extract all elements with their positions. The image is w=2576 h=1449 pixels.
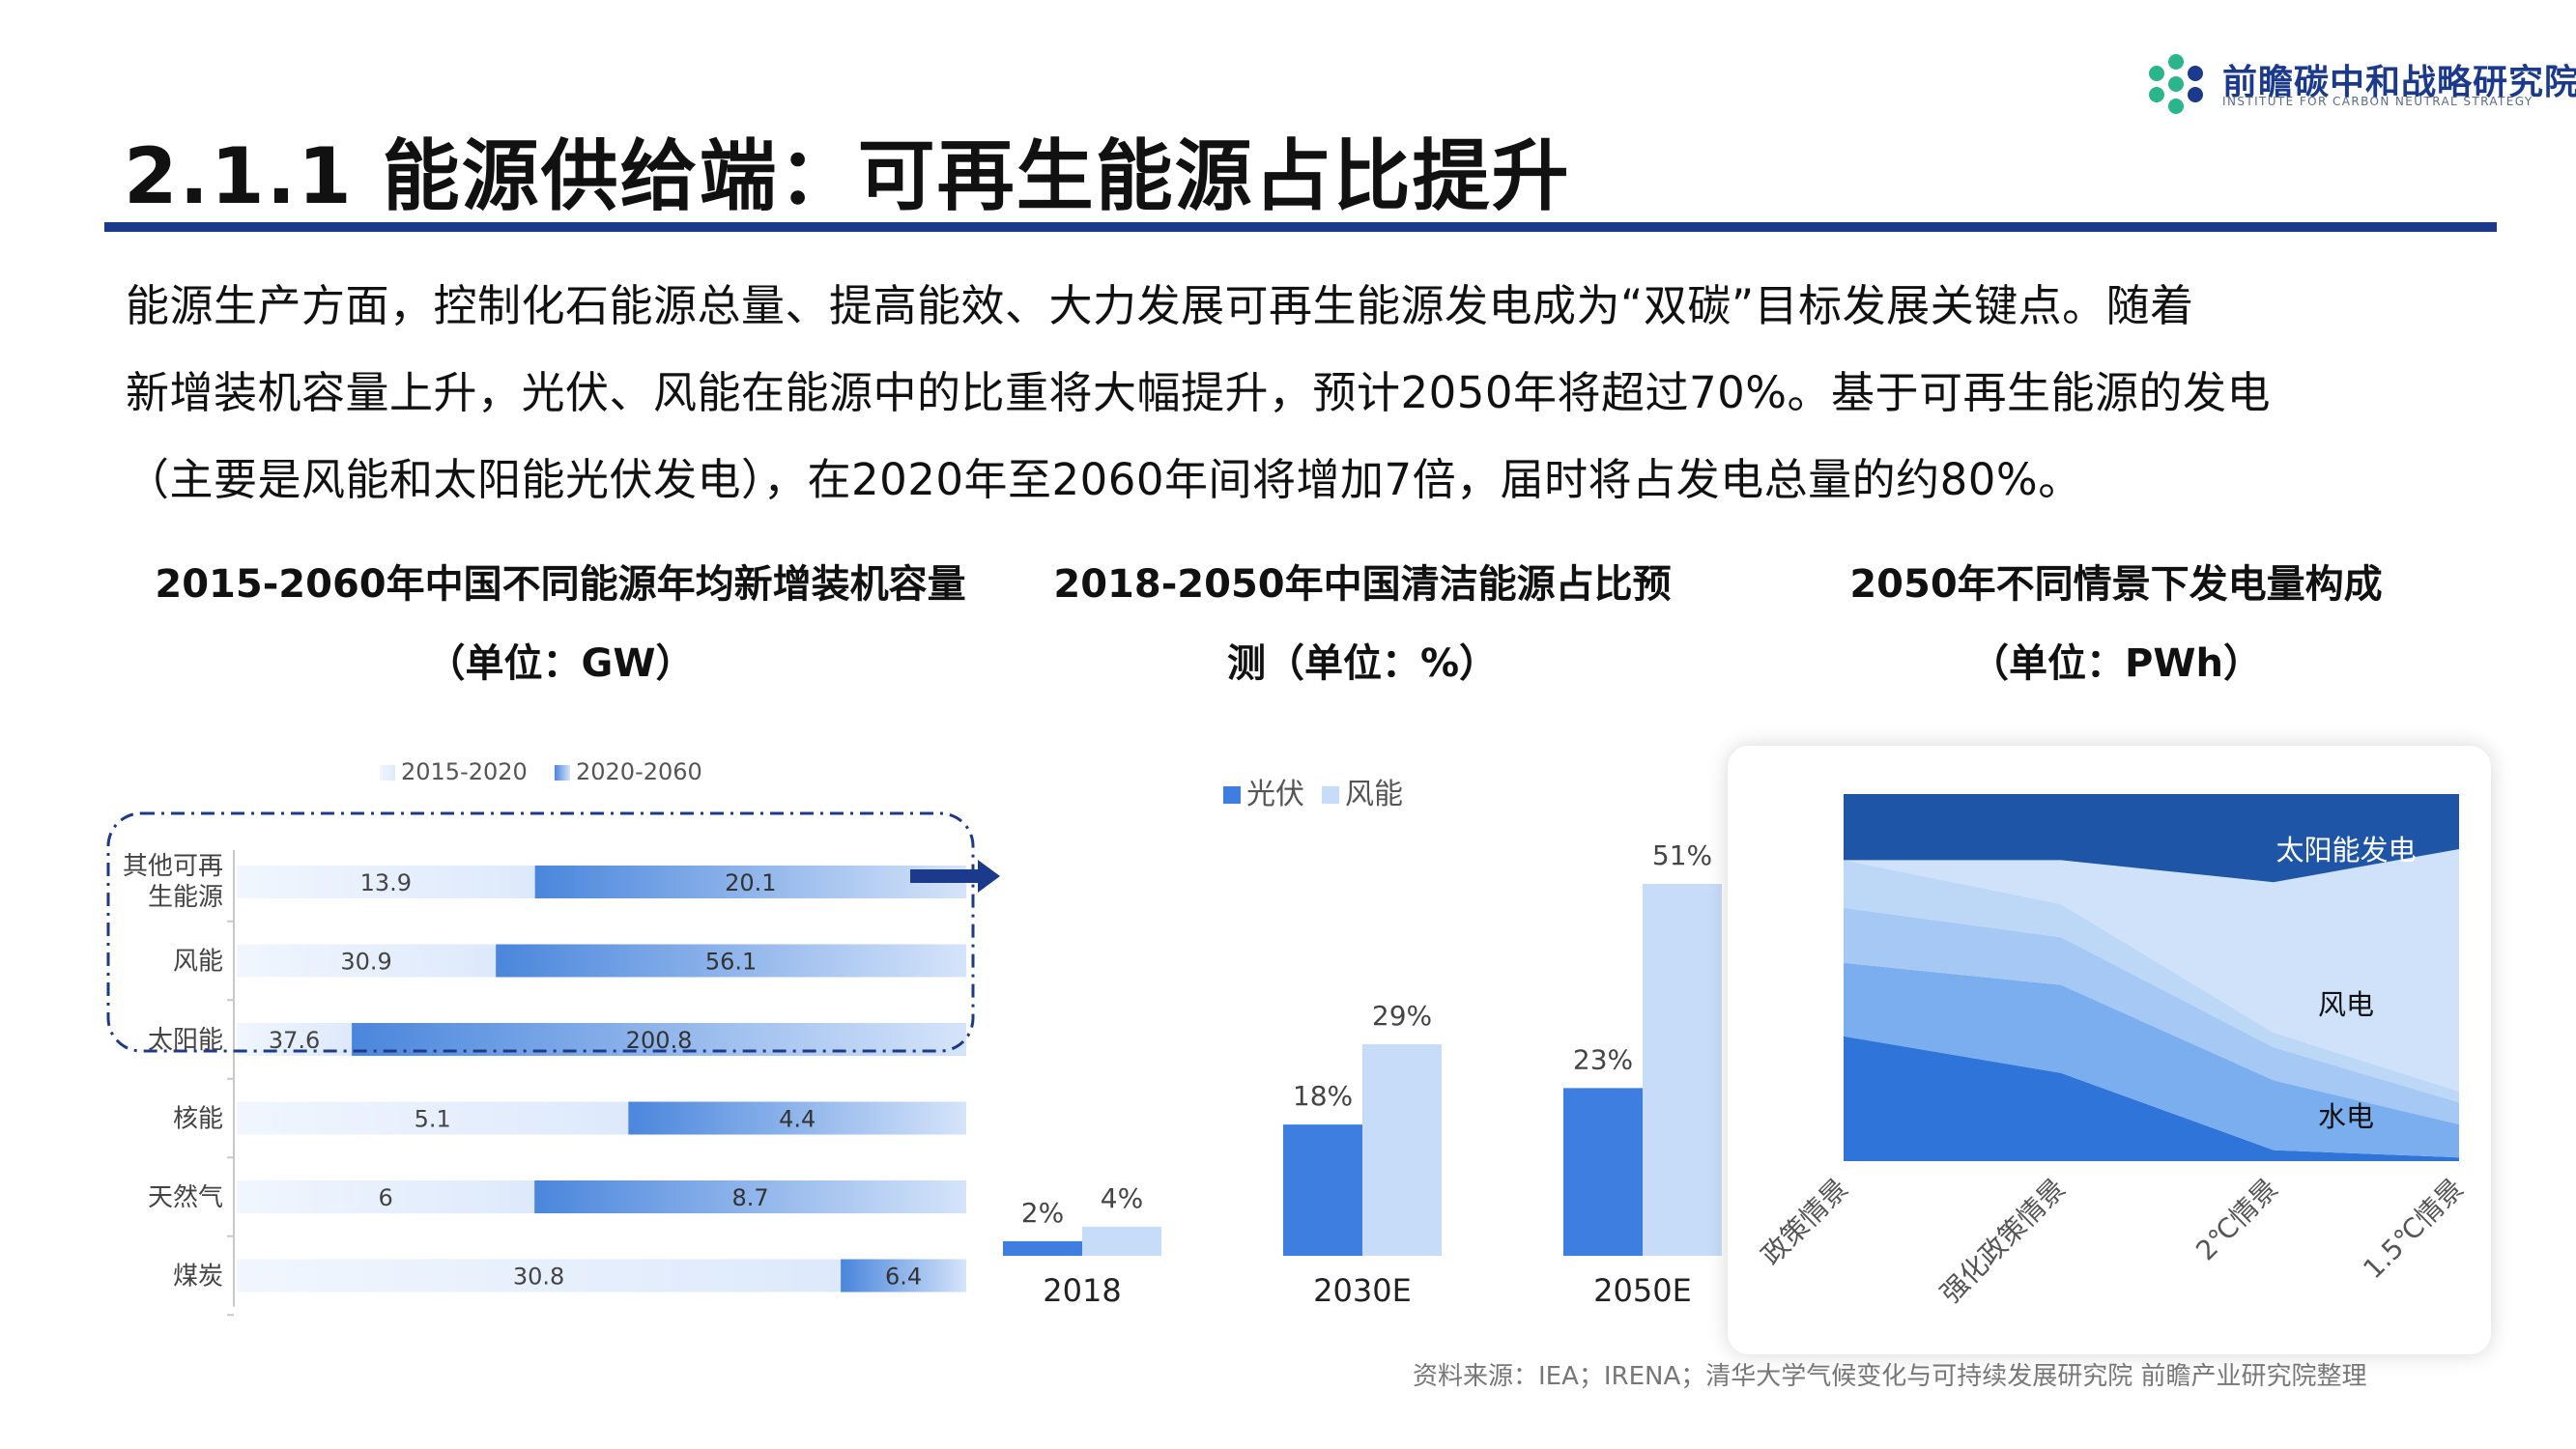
area-layer-水电 [1844, 907, 2459, 1124]
category-label: 天然气 [148, 1183, 223, 1212]
bar-pv [1003, 1240, 1082, 1256]
bar-wind [1362, 1044, 1442, 1256]
bar-label-2015-2020: 6 [378, 1184, 392, 1211]
bar-2020-2060 [841, 1259, 966, 1293]
area-layer [1844, 1036, 2459, 1161]
bar-wind [1643, 884, 1722, 1256]
bar-2015-2020 [237, 866, 535, 898]
title-divider [104, 222, 2497, 232]
bar-pv [1283, 1124, 1362, 1256]
body-line-3: （主要是风能和太阳能光伏发电），在2020年至2060年间将增加7倍，届时将占发… [126, 454, 2082, 505]
middle-chart-title: 2018-2050年中国清洁能源占比预 测（单位：%） [1015, 553, 1710, 711]
source-note: 资料来源：IEA；IRENA；清华大学气候变化与可持续发展研究院 前瞻产业研究院… [1413, 1362, 2367, 1391]
bar-label-2020-2060: 200.8 [626, 1027, 693, 1054]
logo-subtitle: INSTITUTE FOR CARBON NEUTRAL STRATEGY [2222, 95, 2533, 108]
category-label: 其他可再 [123, 852, 223, 881]
bar-2020-2060 [628, 1101, 966, 1135]
area-label-solar: 太阳能发电 [2275, 834, 2416, 867]
area-label-hydro: 水电 [2318, 1100, 2374, 1133]
bar-2020-2060 [534, 1180, 966, 1213]
area-layer [1844, 962, 2459, 1158]
area-layer-风电 [1844, 860, 2459, 1103]
area-label-wind: 风电 [2318, 988, 2374, 1021]
bar-value-label: 2% [1021, 1197, 1064, 1229]
bar-2015-2020 [237, 1180, 535, 1213]
bar-label-2020-2060: 20.1 [725, 869, 776, 896]
left-chart-title-line-1: 2015-2060年中国不同能源年均新增装机容量 [155, 562, 966, 607]
category-label: 煤炭 [173, 1263, 223, 1292]
left-chart-title-line-2: （单位：GW） [426, 641, 695, 686]
bar-value-label: 18% [1293, 1080, 1353, 1112]
x-tick-label: 2030E [1313, 1272, 1412, 1309]
legend-label-pv: 光伏 [1246, 778, 1304, 811]
x-tick-label: 政策情景 [1755, 1173, 1854, 1272]
x-tick-label: 2018 [1043, 1272, 1121, 1309]
right-chart-title: 2050年不同情景下发电量构成 （单位：PWh） [1739, 553, 2493, 711]
middle-chart-title-line-2: 测（单位：%） [1226, 641, 1499, 686]
legend-swatch-2020-2060 [555, 765, 570, 781]
bar-label-2015-2020: 30.9 [340, 949, 391, 976]
legend: 2015-2020 2020-2060 [380, 758, 702, 785]
clean-energy-share-chart: 光伏 风能 2% 4% 2018 18% 29% 2030E 23% 51% 2050E [1003, 778, 1722, 1309]
bar-label-2015-2020: 5.1 [415, 1106, 451, 1133]
x-tick-label: 2050E [1593, 1272, 1692, 1309]
bar-label-2015-2020: 30.8 [513, 1264, 564, 1291]
legend-label-2020-2060: 2020-2060 [576, 758, 702, 785]
body-line-2: 新增装机容量上升，光伏、风能在能源中的比重将大幅提升，预计2050年将超过70%… [126, 367, 2272, 418]
legend-swatch-pv [1223, 786, 1241, 804]
hexagon-c-logo-icon [2149, 54, 2203, 114]
logo-name: 前瞻碳中和战略研究院 [2222, 63, 2576, 102]
middle-chart-title-line-1: 2018-2050年中国清洁能源占比预 [1053, 562, 1672, 607]
legend-swatch-2015-2020 [380, 765, 395, 781]
bar-2015-2020 [237, 1101, 629, 1135]
right-chart-title-line-1: 2050年不同情景下发电量构成 [1849, 562, 2383, 607]
area-layer-太阳能发电 [1844, 794, 2459, 883]
area-layer [1844, 849, 2459, 1092]
legend-swatch-wind [1322, 786, 1339, 804]
left-chart-title: 2015-2060年中国不同能源年均新增装机容量 （单位：GW） [116, 553, 1005, 711]
bar-label-2020-2060: 56.1 [705, 949, 757, 976]
bar-label-2020-2060: 6.4 [885, 1264, 922, 1291]
x-tick-label: 1.5℃情景 [2357, 1173, 2470, 1286]
bar-2015-2020 [237, 1259, 842, 1293]
bar-2020-2060 [534, 866, 966, 898]
category-label: 核能 [173, 1105, 223, 1134]
legend-label-wind: 风能 [1345, 778, 1403, 811]
x-tick-label: 2℃情景 [2190, 1173, 2284, 1267]
right-chart-title-line-2: （单位：PWh） [1970, 641, 2262, 686]
x-tick-label: 强化政策情景 [1934, 1173, 2072, 1310]
bar-value-label: 4% [1101, 1182, 1143, 1214]
category-label: 生能源 [148, 883, 223, 912]
bar-label-2020-2060: 8.7 [731, 1184, 768, 1211]
highlight-box [106, 811, 975, 1053]
bar-value-label: 23% [1573, 1043, 1633, 1075]
bar-2015-2020 [237, 944, 497, 978]
bar-value-label: 29% [1372, 1000, 1432, 1032]
bar-pv [1563, 1088, 1643, 1256]
bar-label-2015-2020: 13.9 [360, 869, 412, 896]
body-line-1: 能源生产方面，控制化石能源总量、提高能效、大力发展可再生能源发电成为“双碳”目标… [126, 280, 2194, 331]
bar-label-2015-2020: 37.6 [269, 1027, 320, 1054]
bar-2020-2060 [496, 944, 966, 978]
bar-label-2020-2060: 4.4 [779, 1106, 816, 1133]
bar-wind [1082, 1226, 1161, 1256]
right-arrow-icon [910, 860, 1000, 893]
category-label: 风能 [173, 948, 223, 977]
legend-label-2015-2020: 2015-2020 [401, 758, 528, 785]
bar-value-label: 51% [1652, 839, 1712, 871]
page-title: 2.1.1 能源供给端：可再生能源占比提升 [124, 131, 1571, 221]
